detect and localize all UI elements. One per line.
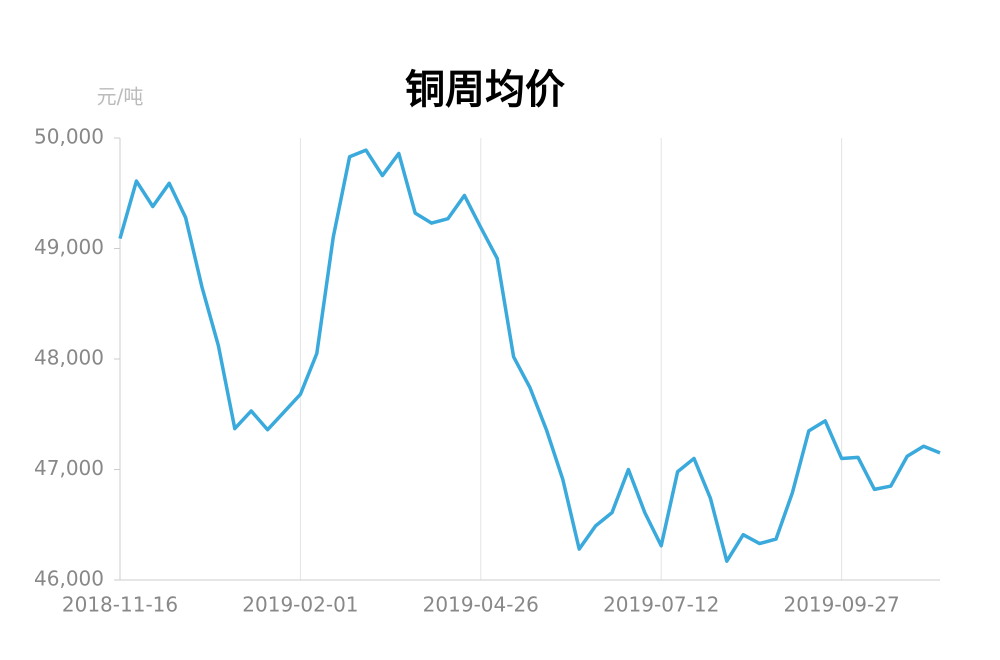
data-line — [118, 148, 941, 563]
x-tick-label: 2019-02-01 — [242, 593, 358, 617]
y-tick-label: 46,000 — [34, 567, 104, 591]
y-tick-label: 49,000 — [34, 235, 104, 259]
x-tick-label: 2018-11-16 — [62, 593, 178, 617]
y-axis-label: 元/吨 — [97, 85, 144, 109]
y-tick-label: 50,000 — [34, 125, 104, 149]
y-tick-label: 48,000 — [34, 346, 104, 370]
x-tick-label: 2019-04-26 — [423, 593, 539, 617]
chart-title: 铜周均价 — [405, 67, 565, 113]
x-tick-label: 2019-07-12 — [603, 593, 719, 617]
y-tick-label: 47,000 — [34, 456, 104, 480]
x-tick-label: 2019-09-27 — [783, 593, 899, 617]
